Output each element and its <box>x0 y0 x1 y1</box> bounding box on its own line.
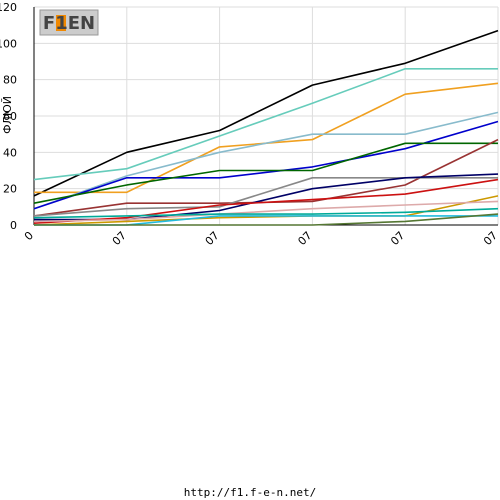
series-line-10 <box>33 178 499 224</box>
x-tick-label: 07 <box>388 229 407 248</box>
footer-url: http://f1.f-e-n.net/ <box>183 486 317 499</box>
x-tick-label: 07 <box>110 229 129 248</box>
series-line-13 <box>33 207 499 219</box>
y-tick-label: 80 <box>3 74 17 87</box>
series-line-11 <box>33 195 499 226</box>
f1en-logo: F1EN <box>39 9 99 36</box>
logo-text: F1EN <box>43 13 95 34</box>
series-line-3 <box>34 82 499 194</box>
series-line-2 <box>33 68 498 181</box>
series-line-15 <box>34 213 499 226</box>
x-tick-label: 07 <box>203 229 222 248</box>
y-tick-label: 100 <box>0 37 17 50</box>
y-tick-label: 60 <box>3 110 17 123</box>
series-line-9 <box>34 173 499 221</box>
y-tick-label: 0 <box>10 219 17 232</box>
y-axis-ticks: 0 20 40 60 80 100 120 <box>0 1 17 232</box>
y-axis-label: ФЛЮЙ <box>1 96 14 134</box>
y-tick-label: 40 <box>3 146 17 159</box>
series-line-5 <box>33 120 499 210</box>
y-tick-label: 20 <box>3 183 17 196</box>
series-line-12 <box>33 200 499 223</box>
series-line-4 <box>33 111 499 210</box>
series-line-6 <box>33 142 498 204</box>
chart-series <box>33 29 499 226</box>
x-axis-ticks: 0 07 07 07 07 07 <box>22 229 500 248</box>
x-tick-label: 0 <box>22 229 36 243</box>
y-tick-label: 120 <box>0 1 17 14</box>
x-tick-label: 07 <box>295 229 314 248</box>
x-tick-label: 07 <box>481 229 500 248</box>
series-line-1 <box>33 29 499 197</box>
